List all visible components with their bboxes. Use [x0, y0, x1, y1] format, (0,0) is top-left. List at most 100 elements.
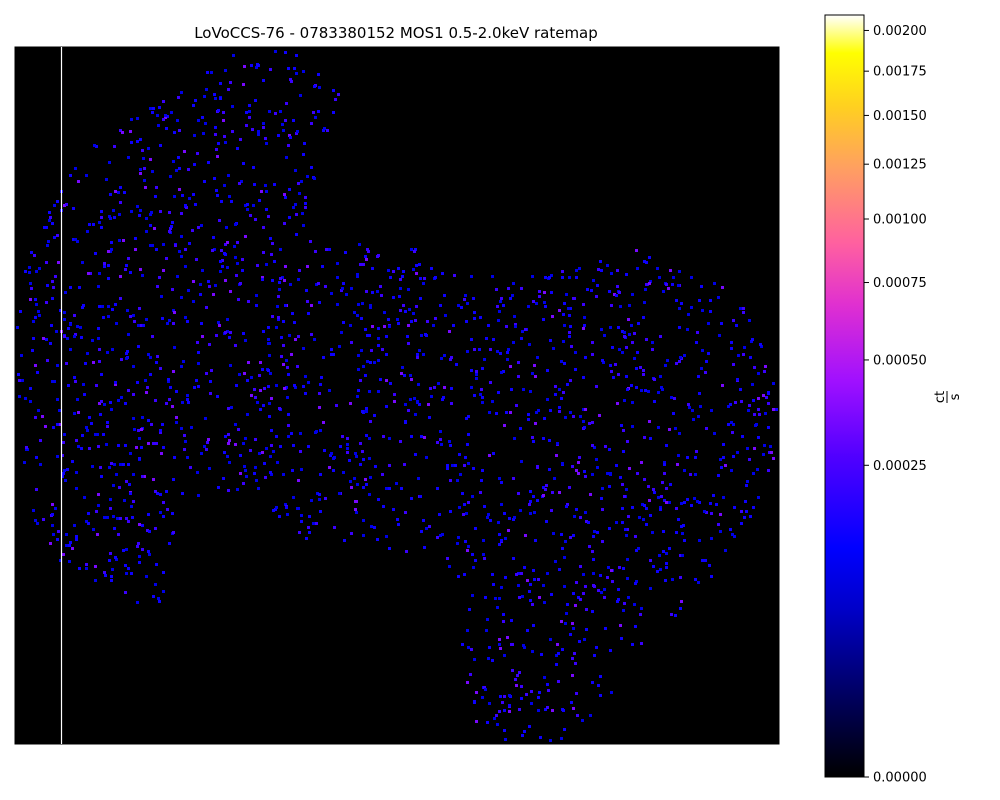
- count-pixel: [136, 545, 139, 548]
- count-pixel: [537, 709, 540, 712]
- count-pixel: [449, 479, 452, 482]
- count-pixel: [78, 286, 81, 289]
- count-pixel: [241, 269, 244, 272]
- count-pixel: [161, 423, 164, 426]
- count-pixel: [56, 398, 59, 401]
- count-pixel: [171, 512, 174, 515]
- count-pixel: [366, 248, 369, 251]
- count-pixel: [362, 263, 365, 266]
- count-pixel: [234, 344, 237, 347]
- count-pixel: [625, 488, 628, 491]
- count-pixel: [705, 360, 708, 363]
- count-pixel: [356, 314, 359, 317]
- count-pixel: [56, 455, 59, 458]
- count-pixel: [208, 467, 211, 470]
- count-pixel: [443, 294, 446, 297]
- count-pixel: [129, 315, 132, 318]
- count-pixel: [402, 270, 405, 273]
- count-pixel: [662, 530, 665, 533]
- count-pixel: [668, 428, 671, 431]
- count-pixel: [371, 267, 374, 270]
- count-pixel: [512, 282, 515, 285]
- count-pixel: [124, 444, 127, 447]
- count-pixel: [332, 457, 335, 460]
- count-pixel: [644, 389, 647, 392]
- count-pixel: [38, 314, 41, 317]
- count-pixel: [600, 591, 603, 594]
- count-pixel: [688, 406, 691, 409]
- count-pixel: [244, 469, 247, 472]
- count-pixel: [159, 493, 162, 496]
- count-pixel: [427, 403, 430, 406]
- count-pixel: [735, 324, 738, 327]
- count-pixel: [257, 64, 260, 67]
- count-pixel: [346, 437, 349, 440]
- count-pixel: [750, 340, 753, 343]
- count-pixel: [578, 640, 581, 643]
- count-pixel: [265, 190, 268, 193]
- count-pixel: [367, 250, 370, 253]
- count-pixel: [34, 364, 37, 367]
- count-pixel: [119, 463, 122, 466]
- count-pixel: [183, 150, 186, 153]
- count-pixel: [648, 420, 651, 423]
- count-pixel: [381, 473, 384, 476]
- count-pixel: [640, 389, 643, 392]
- count-pixel: [575, 269, 578, 272]
- count-pixel: [407, 288, 410, 291]
- count-pixel: [328, 389, 331, 392]
- count-pixel: [239, 138, 242, 141]
- count-pixel: [482, 553, 485, 556]
- count-pixel: [227, 442, 230, 445]
- count-pixel: [73, 314, 76, 317]
- count-pixel: [643, 301, 646, 304]
- count-pixel: [176, 119, 179, 122]
- count-pixel: [287, 424, 290, 427]
- count-pixel: [571, 657, 574, 660]
- count-pixel: [162, 269, 165, 272]
- count-pixel: [458, 453, 461, 456]
- count-pixel: [363, 410, 366, 413]
- count-pixel: [369, 420, 372, 423]
- count-pixel: [542, 584, 545, 587]
- count-pixel: [678, 432, 681, 435]
- count-pixel: [288, 334, 291, 337]
- count-pixel: [573, 652, 576, 655]
- count-pixel: [558, 410, 561, 413]
- count-pixel: [354, 508, 357, 511]
- count-pixel: [608, 448, 611, 451]
- count-pixel: [268, 354, 271, 357]
- count-pixel: [62, 553, 65, 556]
- count-pixel: [118, 213, 121, 216]
- count-pixel: [446, 464, 449, 467]
- count-pixel: [172, 370, 175, 373]
- count-pixel: [121, 131, 124, 134]
- count-pixel: [214, 97, 217, 100]
- count-pixel: [275, 506, 278, 509]
- count-pixel: [641, 503, 644, 506]
- count-pixel: [366, 334, 369, 337]
- count-pixel: [643, 478, 646, 481]
- count-pixel: [720, 322, 723, 325]
- count-pixel: [401, 366, 404, 369]
- count-pixel: [441, 398, 444, 401]
- count-pixel: [132, 365, 135, 368]
- count-pixel: [180, 427, 183, 430]
- count-pixel: [423, 546, 426, 549]
- count-pixel: [550, 509, 553, 512]
- count-pixel: [269, 372, 272, 375]
- count-pixel: [302, 70, 305, 73]
- count-pixel: [226, 266, 229, 269]
- count-pixel: [644, 288, 647, 291]
- count-pixel: [385, 379, 388, 382]
- count-pixel: [202, 132, 205, 135]
- count-pixel: [366, 360, 369, 363]
- count-pixel: [591, 341, 594, 344]
- count-pixel: [74, 333, 77, 336]
- count-pixel: [554, 385, 557, 388]
- count-pixel: [155, 563, 158, 566]
- count-pixel: [342, 471, 345, 474]
- count-pixel: [635, 386, 638, 389]
- count-pixel: [139, 168, 142, 171]
- count-pixel: [160, 295, 163, 298]
